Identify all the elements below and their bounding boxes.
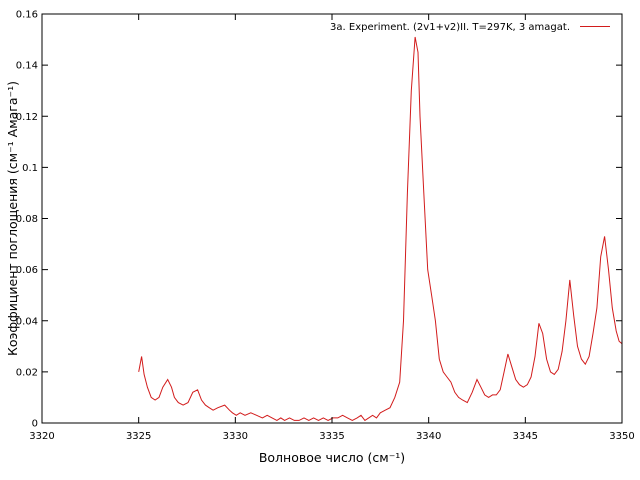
x-tick-label: 3345 (513, 431, 538, 442)
x-axis-label: Волновое число (см⁻¹) (259, 450, 405, 465)
y-tick-label: 0.16 (16, 10, 38, 21)
y-tick-label: 0.1 (22, 163, 38, 174)
y-tick-label: 0.02 (16, 367, 38, 378)
series-line (138, 36, 623, 422)
x-tick-label: 3320 (29, 431, 54, 442)
x-tick-label: 3350 (609, 431, 634, 442)
x-tick-label: 3340 (416, 431, 441, 442)
y-ticks: 0 0.02 0.04 0.06 0.08 0.1 0.12 0.14 0.16 (16, 10, 622, 430)
x-ticks: 3320 3325 3330 3335 3340 3345 3350 (29, 14, 635, 442)
y-tick-label: 0.04 (16, 316, 38, 327)
x-tick-label: 3325 (126, 431, 151, 442)
y-tick-label: 0.14 (16, 61, 38, 72)
y-tick-label: 0 (32, 419, 38, 430)
plot-content (138, 36, 623, 422)
x-tick-label: 3330 (223, 431, 248, 442)
legend-label: 3a. Experiment. (2v1+v2)II. T=297K, 3 am… (330, 22, 570, 33)
x-tick-label: 3335 (319, 431, 344, 442)
y-tick-label: 0.06 (16, 265, 38, 276)
y-axis-label: Коэффициент поглощения (см⁻¹ Амага⁻¹) (5, 81, 20, 356)
y-tick-label: 0.08 (16, 214, 38, 225)
y-tick-label: 0.12 (16, 112, 38, 123)
legend: 3a. Experiment. (2v1+v2)II. T=297K, 3 am… (330, 22, 610, 33)
